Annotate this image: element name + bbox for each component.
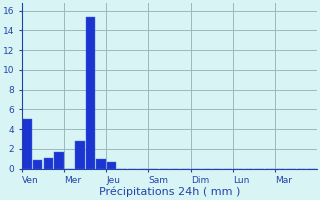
Bar	[96, 159, 106, 169]
Bar	[86, 17, 95, 169]
X-axis label: Précipitations 24h ( mm ): Précipitations 24h ( mm )	[99, 187, 240, 197]
Bar	[22, 119, 32, 169]
Bar	[44, 158, 53, 169]
Bar	[33, 160, 43, 169]
Bar	[54, 152, 64, 169]
Bar	[75, 141, 85, 169]
Bar	[107, 162, 116, 169]
